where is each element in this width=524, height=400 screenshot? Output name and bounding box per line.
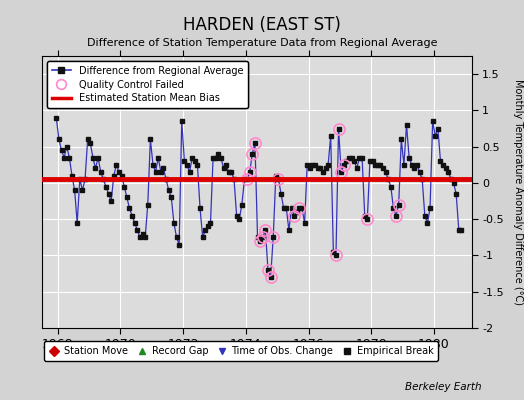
Text: HARDEN (EAST ST): HARDEN (EAST ST)	[183, 16, 341, 34]
Legend: Station Move, Record Gap, Time of Obs. Change, Empirical Break: Station Move, Record Gap, Time of Obs. C…	[44, 342, 438, 361]
Text: Berkeley Earth: Berkeley Earth	[406, 382, 482, 392]
Legend: Difference from Regional Average, Quality Control Failed, Estimated Station Mean: Difference from Regional Average, Qualit…	[47, 61, 248, 108]
Y-axis label: Monthly Temperature Anomaly Difference (°C): Monthly Temperature Anomaly Difference (…	[513, 79, 523, 305]
Text: Difference of Station Temperature Data from Regional Average: Difference of Station Temperature Data f…	[87, 38, 437, 48]
